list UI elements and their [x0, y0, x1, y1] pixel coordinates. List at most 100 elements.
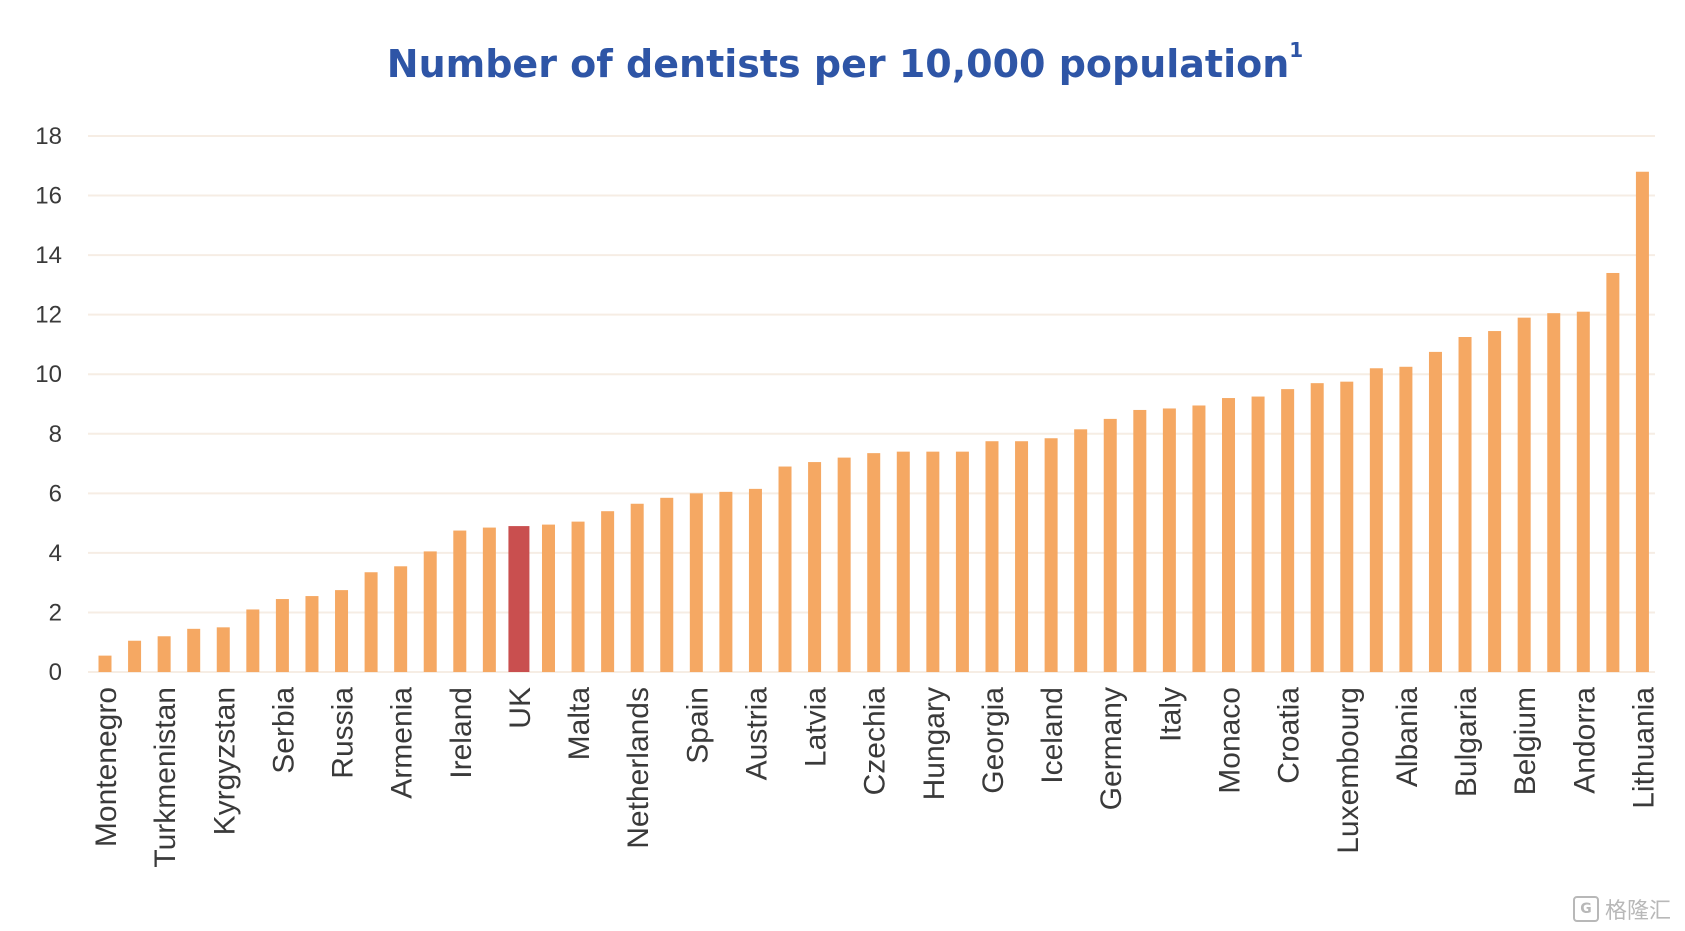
- bar-montenegro: [98, 655, 112, 672]
- bar-country-6: [246, 609, 260, 672]
- x-tick-label: Serbia: [267, 687, 300, 774]
- bar-iceland: [1044, 438, 1058, 672]
- x-tick-label: Bulgaria: [1450, 687, 1483, 797]
- x-tick-label: Montenegro: [90, 687, 123, 847]
- chart-title: Number of dentists per 10,000 population…: [387, 38, 1303, 86]
- bar-country-12: [423, 551, 437, 672]
- bar-czechia: [867, 453, 881, 672]
- bar-luxembourg: [1340, 381, 1354, 672]
- bar-country-22: [719, 491, 733, 672]
- bar-country-18: [601, 511, 615, 672]
- y-tick-label: 12: [35, 302, 62, 329]
- x-tick-label: Georgia: [977, 687, 1010, 794]
- bar-austria: [748, 488, 762, 672]
- y-tick-label: 14: [35, 242, 62, 269]
- x-tick-label: Italy: [1154, 687, 1187, 742]
- bar-country-26: [837, 457, 851, 672]
- bar-country-40: [1251, 396, 1265, 672]
- x-tick-label: Latvia: [800, 687, 833, 767]
- bar-serbia: [275, 599, 289, 672]
- y-tick-label: 0: [49, 659, 62, 686]
- x-tick-label: Spain: [681, 687, 714, 764]
- x-tick-label: Luxembourg: [1332, 687, 1365, 854]
- bar-country-36: [1133, 409, 1147, 672]
- bar-country-20: [660, 497, 674, 672]
- bar-lithuania: [1635, 171, 1649, 672]
- bar-russia: [335, 590, 349, 672]
- x-tick-label: Netherlands: [622, 687, 655, 849]
- x-tick-label: Croatia: [1273, 687, 1306, 784]
- bar-country-16: [541, 524, 555, 672]
- x-tick-label: Turkmenistan: [149, 687, 182, 868]
- x-tick-label: Kyrgyzstan: [208, 687, 241, 835]
- bar-germany: [1103, 418, 1117, 672]
- bar-country-8: [305, 596, 319, 672]
- x-tick-label: Lithuania: [1627, 687, 1660, 809]
- chart-title-superscript: 1: [1289, 38, 1303, 62]
- y-axis-ticks: 0 2 4 6 8 10 12 14 16 18: [35, 123, 62, 686]
- bar-netherlands: [630, 503, 644, 672]
- y-tick-label: 18: [35, 123, 62, 150]
- y-tick-label: 2: [49, 599, 62, 626]
- bar-country-24: [778, 466, 792, 672]
- y-tick-label: 6: [49, 480, 62, 507]
- watermark: G 格隆汇: [1572, 893, 1671, 925]
- bars: [98, 171, 1649, 672]
- bar-country-10: [364, 572, 378, 672]
- bar-andorra: [1576, 311, 1590, 672]
- chart-title-text: Number of dentists per 10,000 population: [387, 42, 1290, 86]
- x-tick-label: Malta: [563, 687, 596, 761]
- bar-country-42: [1310, 383, 1324, 672]
- x-tick-label: Germany: [1095, 687, 1128, 810]
- x-tick-label: Hungary: [918, 687, 951, 800]
- bar-country-52: [1606, 272, 1620, 672]
- bar-country-44: [1369, 368, 1383, 672]
- gridlines: [88, 135, 1655, 673]
- x-tick-label: Albania: [1391, 687, 1424, 787]
- bar-latvia: [808, 462, 822, 672]
- bar-country-50: [1547, 313, 1561, 672]
- watermark-text: 格隆汇: [1604, 899, 1671, 924]
- bar-ireland: [453, 530, 467, 672]
- bar-country-32: [1015, 441, 1029, 672]
- bar-turkmenistan: [157, 636, 171, 672]
- bar-country-38: [1192, 405, 1206, 672]
- bar-italy: [1162, 408, 1176, 672]
- bar-croatia: [1281, 389, 1295, 672]
- y-tick-label: 4: [49, 540, 62, 567]
- bar-country-34: [1074, 429, 1088, 672]
- bar-malta: [571, 521, 585, 672]
- x-tick-label: Monaco: [1214, 687, 1247, 794]
- x-tick-label: UK: [504, 687, 537, 729]
- bar-uk: [508, 526, 530, 672]
- y-tick-label: 16: [35, 183, 62, 210]
- bar-monaco: [1222, 398, 1236, 672]
- bar-armenia: [394, 566, 408, 672]
- bar-country-2: [128, 640, 142, 672]
- y-tick-label: 8: [49, 421, 62, 448]
- bar-albania: [1399, 366, 1413, 672]
- x-tick-label: Ireland: [445, 687, 478, 779]
- x-tick-label: Armenia: [386, 687, 419, 799]
- bar-country-46: [1428, 351, 1442, 672]
- bar-kyrgyzstan: [216, 627, 230, 672]
- bar-country-28: [896, 451, 910, 672]
- y-tick-label: 10: [35, 361, 62, 388]
- bar-country-14: [482, 527, 496, 672]
- bar-country-4: [187, 628, 201, 672]
- x-axis-ticks: Montenegro Turkmenistan Kyrgyzstan Serbia Ru…: [90, 687, 1660, 868]
- x-tick-label: Austria: [740, 687, 773, 781]
- bar-spain: [689, 493, 703, 672]
- x-tick-label: Iceland: [1036, 687, 1069, 784]
- bar-hungary: [926, 451, 940, 672]
- bar-country-30: [955, 451, 969, 672]
- x-tick-label: Russia: [327, 687, 360, 779]
- bar-georgia: [985, 441, 999, 672]
- x-tick-label: Czechia: [859, 687, 892, 796]
- x-tick-label: Andorra: [1568, 687, 1601, 794]
- watermark-logo-icon: G: [1572, 896, 1599, 922]
- bar-bulgaria: [1458, 337, 1472, 672]
- x-tick-label: Belgium: [1509, 687, 1542, 795]
- bar-country-48: [1488, 331, 1502, 672]
